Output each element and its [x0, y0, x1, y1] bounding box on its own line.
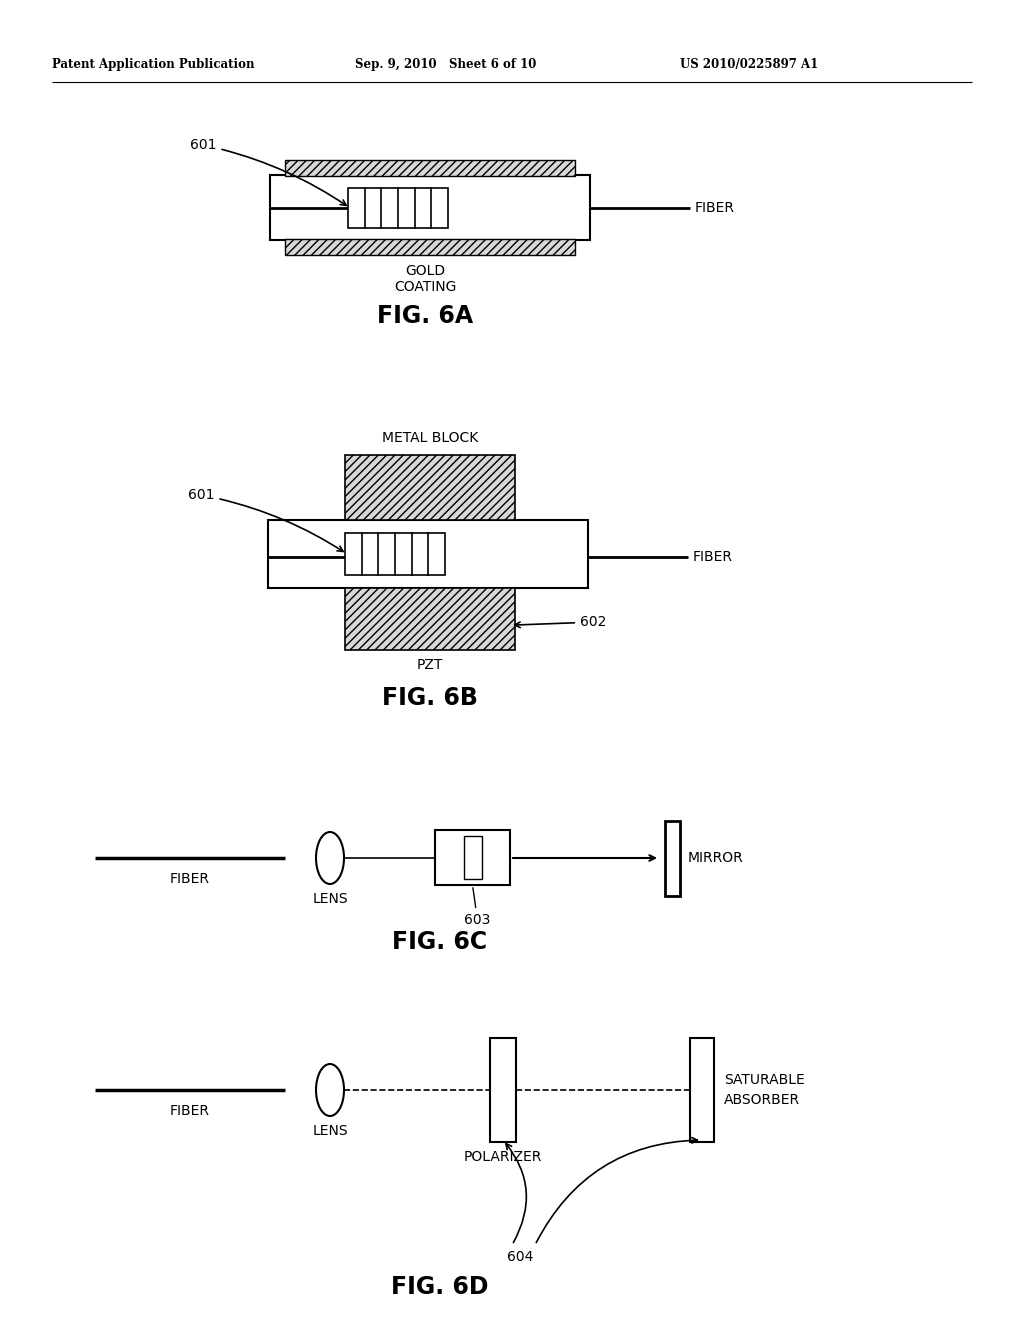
Text: FIBER: FIBER: [695, 201, 735, 215]
Bar: [345, 455, 515, 520]
Text: Patent Application Publication: Patent Application Publication: [52, 58, 255, 71]
Text: LENS: LENS: [312, 892, 348, 906]
Ellipse shape: [316, 832, 344, 884]
Bar: [435, 830, 510, 884]
Text: SATURABLE: SATURABLE: [724, 1073, 805, 1086]
Bar: [285, 160, 575, 176]
Text: Sep. 9, 2010   Sheet 6 of 10: Sep. 9, 2010 Sheet 6 of 10: [355, 58, 537, 71]
Text: FIG. 6B: FIG. 6B: [382, 686, 478, 710]
Text: LENS: LENS: [312, 1125, 348, 1138]
Bar: [665, 821, 680, 895]
Bar: [348, 187, 449, 228]
Text: 604: 604: [507, 1250, 534, 1265]
Bar: [345, 587, 515, 649]
Bar: [268, 520, 588, 587]
Text: FIG. 6D: FIG. 6D: [391, 1275, 488, 1299]
Text: FIBER: FIBER: [693, 550, 733, 564]
Text: GOLD: GOLD: [404, 264, 445, 279]
Text: PZT: PZT: [417, 657, 443, 672]
Bar: [270, 176, 590, 240]
Text: 603: 603: [464, 888, 490, 927]
Text: 601: 601: [188, 488, 343, 552]
Text: METAL BLOCK: METAL BLOCK: [382, 432, 478, 445]
Text: FIBER: FIBER: [170, 1104, 210, 1118]
Bar: [690, 1038, 714, 1142]
Bar: [464, 836, 481, 879]
Bar: [345, 533, 445, 576]
Bar: [490, 1038, 516, 1142]
Bar: [285, 239, 575, 255]
Text: US 2010/0225897 A1: US 2010/0225897 A1: [680, 58, 818, 71]
Text: FIG. 6A: FIG. 6A: [377, 304, 473, 327]
Text: MIRROR: MIRROR: [688, 851, 743, 865]
Text: COATING: COATING: [394, 280, 456, 294]
Text: FIBER: FIBER: [170, 873, 210, 886]
Text: ABSORBER: ABSORBER: [724, 1093, 800, 1107]
Text: 601: 601: [190, 139, 346, 206]
Text: POLARIZER: POLARIZER: [464, 1150, 542, 1164]
Text: 602: 602: [515, 615, 606, 630]
Text: FIG. 6C: FIG. 6C: [392, 931, 487, 954]
Ellipse shape: [316, 1064, 344, 1115]
